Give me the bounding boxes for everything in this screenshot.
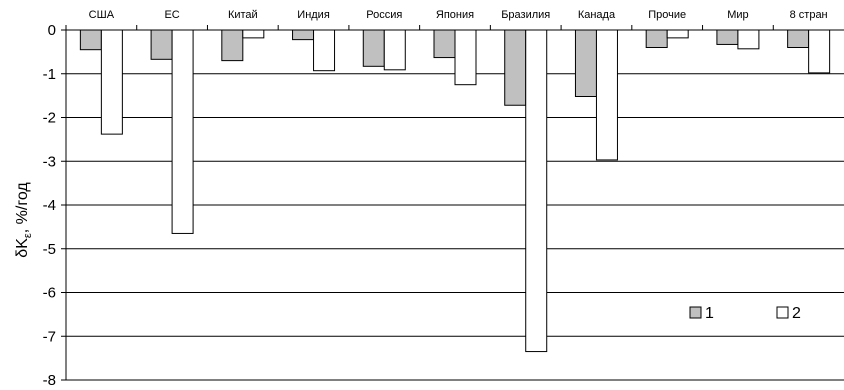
category-labels: США ЕС Китай Индия Россия Япония Бразилия Канад… (89, 9, 828, 21)
category-label: ЕС (164, 9, 179, 21)
bar-series-1 (645, 29, 668, 48)
bar-series-2 (737, 29, 760, 50)
bar-series-2 (171, 29, 194, 234)
category-label: Прочие (648, 9, 686, 21)
category-label: 8 стран (790, 9, 828, 21)
bar-series-1 (504, 29, 527, 106)
y-tick-label: -2 (43, 110, 56, 127)
svg-text:δKε, %/год: δKε, %/год (14, 182, 34, 258)
bar-series-1 (292, 29, 315, 41)
y-tick-label: -5 (43, 241, 56, 258)
bar-series-1 (433, 29, 456, 59)
bar-series-1 (79, 29, 102, 51)
bar-series-2 (313, 29, 336, 72)
y-tick-label: 0 (48, 22, 56, 39)
y-tick-label: -8 (43, 372, 56, 389)
bar-series-1 (787, 29, 810, 48)
y-tick-labels: 0 -1 -2 -3 -4 -5 -6 -7 -8 (43, 22, 56, 389)
category-label: Китай (228, 9, 258, 21)
bar-series-2 (666, 29, 689, 39)
legend-label: 1 (705, 305, 714, 322)
y-tick-label: -1 (43, 66, 56, 83)
axes (61, 25, 844, 381)
ylabel-tail: , %/год (14, 182, 31, 234)
ylabel-subscript: ε (22, 233, 34, 238)
category-label: Мир (727, 9, 748, 21)
bar-series-2 (454, 29, 477, 86)
bars (79, 29, 831, 353)
bar-series-1 (150, 29, 173, 60)
bar-series-2 (595, 29, 618, 161)
y-tick-label: -6 (43, 285, 56, 302)
category-label: Канада (578, 9, 616, 21)
bar-series-1 (574, 29, 597, 97)
bar-series-1 (362, 29, 385, 67)
y-tick-label: -4 (43, 197, 56, 214)
gridlines (66, 73, 844, 381)
bar-series-2 (525, 29, 548, 353)
category-label: Япония (436, 9, 474, 21)
category-label: Индия (297, 9, 330, 21)
bar-series-2 (242, 29, 265, 39)
legend-swatch (689, 306, 702, 319)
bar-series-2 (100, 29, 123, 135)
legend-swatch (776, 306, 789, 319)
bar-series-1 (716, 29, 739, 45)
ylabel-main: δK (14, 238, 31, 258)
y-tick-label: -3 (43, 153, 56, 170)
bar-series-2 (808, 29, 831, 74)
legend-label: 2 (792, 305, 801, 322)
y-axis-label: δKε, %/год (14, 182, 34, 258)
category-label: США (89, 9, 115, 21)
category-label: Россия (366, 9, 402, 21)
y-tick-label: -7 (43, 328, 56, 345)
category-label: Бразилия (501, 9, 550, 21)
bar-series-2 (383, 29, 406, 71)
bar-series-1 (221, 29, 244, 62)
